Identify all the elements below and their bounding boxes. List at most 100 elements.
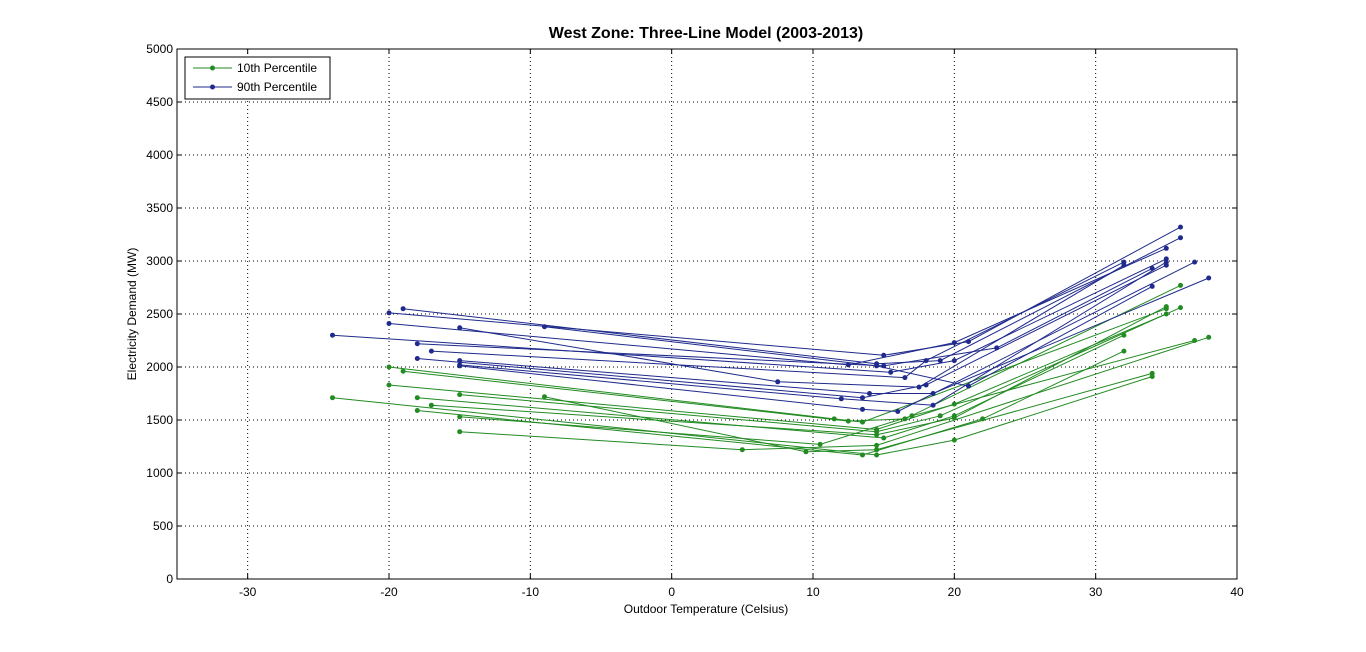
- x-tick-label: -10: [522, 585, 540, 599]
- series-19: [457, 275, 1212, 396]
- data-point: [1121, 262, 1127, 268]
- series-line: [544, 372, 1153, 453]
- x-tick-label: -30: [239, 585, 257, 599]
- data-point: [1178, 305, 1183, 311]
- legend-box: [184, 56, 331, 100]
- data-point: [1163, 245, 1169, 251]
- data-point: [966, 383, 971, 389]
- series-4: [414, 332, 1127, 441]
- data-point: [1178, 282, 1183, 288]
- data-point: [881, 435, 887, 441]
- series-21: [542, 283, 1155, 389]
- legend-entry-10th: 10th Percentile: [237, 61, 317, 75]
- data-point: [951, 340, 957, 346]
- data-point: [414, 341, 420, 347]
- data-point: [386, 321, 392, 326]
- legend-entry-90th: 90th Percentile: [237, 80, 317, 94]
- series-10: [542, 370, 1155, 455]
- data-point: [838, 396, 844, 402]
- y-tick-label: 2500: [146, 307, 173, 321]
- data-point: [888, 369, 894, 375]
- data-point: [542, 324, 547, 330]
- data-point: [1206, 275, 1212, 281]
- data-point: [923, 358, 929, 364]
- data-point: [881, 352, 887, 358]
- x-tick-label: 40: [1230, 585, 1244, 599]
- y-tick-label: 3500: [146, 201, 173, 215]
- data-point: [803, 449, 809, 455]
- x-tick-label: -20: [380, 585, 398, 599]
- data-point: [400, 306, 406, 312]
- series-0: [330, 374, 1155, 458]
- series-12: [386, 245, 1169, 368]
- series-15: [414, 265, 1155, 369]
- data-point: [874, 442, 880, 448]
- data-point: [775, 379, 781, 385]
- series-line: [459, 277, 1209, 394]
- data-point: [874, 447, 880, 453]
- data-point: [860, 452, 865, 458]
- data-point: [1121, 348, 1127, 354]
- series-layer: [330, 224, 1212, 458]
- series-2: [386, 311, 1169, 432]
- legend-marker-90th: [210, 84, 215, 90]
- series-line: [459, 336, 1209, 451]
- data-point: [414, 356, 420, 361]
- x-tick-label: 10: [806, 585, 820, 599]
- data-point: [951, 437, 957, 443]
- data-point: [414, 408, 420, 413]
- series-8: [457, 338, 1198, 447]
- data-point: [542, 394, 547, 400]
- y-tick-label: 0: [166, 572, 173, 586]
- data-point: [330, 395, 335, 401]
- y-tick-label: 500: [153, 519, 173, 533]
- data-point: [845, 418, 851, 424]
- x-axis-label: Outdoor Temperature (Celsius): [624, 602, 789, 616]
- data-point: [895, 409, 901, 414]
- y-tick-label: 1000: [146, 466, 173, 480]
- y-tick-label: 1500: [146, 413, 173, 427]
- series-line: [332, 376, 1153, 456]
- data-point: [951, 358, 957, 364]
- data-point: [845, 362, 851, 368]
- data-point: [428, 402, 434, 408]
- data-point: [400, 368, 406, 374]
- data-point: [428, 348, 434, 354]
- series-line: [459, 307, 1181, 433]
- data-point: [860, 395, 865, 401]
- y-tick-label: 4000: [146, 148, 173, 162]
- data-point: [874, 429, 880, 435]
- data-point: [923, 382, 929, 388]
- data-point: [1163, 259, 1169, 265]
- data-point: [937, 358, 943, 364]
- y-axis-label: Electricity Demand (MW): [125, 248, 139, 381]
- data-point: [1178, 224, 1183, 230]
- data-point: [1149, 283, 1155, 289]
- series-22: [457, 259, 1169, 408]
- series-line: [388, 313, 1167, 431]
- x-tick-label: 30: [1089, 585, 1103, 599]
- data-point: [867, 391, 872, 396]
- data-point: [457, 325, 463, 331]
- data-point: [386, 310, 392, 316]
- series-line: [417, 267, 1153, 367]
- data-point: [1163, 304, 1169, 310]
- data-point: [1178, 235, 1183, 241]
- data-point: [1192, 259, 1198, 265]
- data-point: [1206, 334, 1212, 340]
- y-tick-label: 2000: [146, 360, 173, 374]
- series-16: [428, 259, 1127, 381]
- y-tick-label: 5000: [146, 42, 173, 56]
- series-line: [459, 264, 1125, 388]
- series-line: [403, 284, 1181, 422]
- data-point: [386, 364, 392, 370]
- data-point: [874, 363, 880, 369]
- data-point: [909, 413, 915, 419]
- data-point: [457, 414, 463, 420]
- data-point: [951, 415, 957, 421]
- series-9: [457, 334, 1212, 453]
- x-tick-label: 20: [948, 585, 962, 599]
- series-line: [544, 285, 1153, 387]
- series-7: [457, 305, 1183, 435]
